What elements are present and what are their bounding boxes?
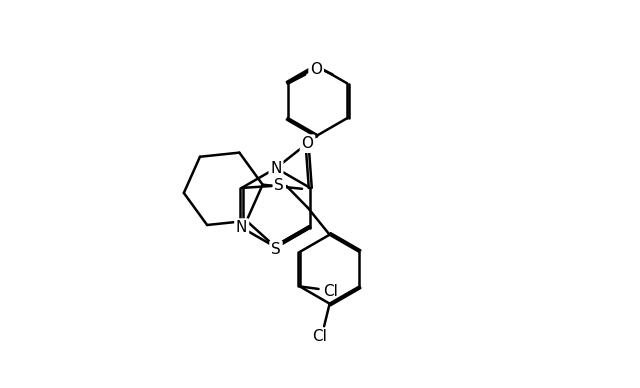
- Text: Cl: Cl: [323, 284, 338, 299]
- Text: O: O: [301, 136, 314, 151]
- Text: S: S: [271, 242, 281, 257]
- Text: O: O: [310, 62, 322, 77]
- Text: S: S: [275, 178, 284, 194]
- Text: N: N: [270, 161, 282, 176]
- Text: Cl: Cl: [312, 329, 327, 344]
- Text: N: N: [236, 220, 247, 235]
